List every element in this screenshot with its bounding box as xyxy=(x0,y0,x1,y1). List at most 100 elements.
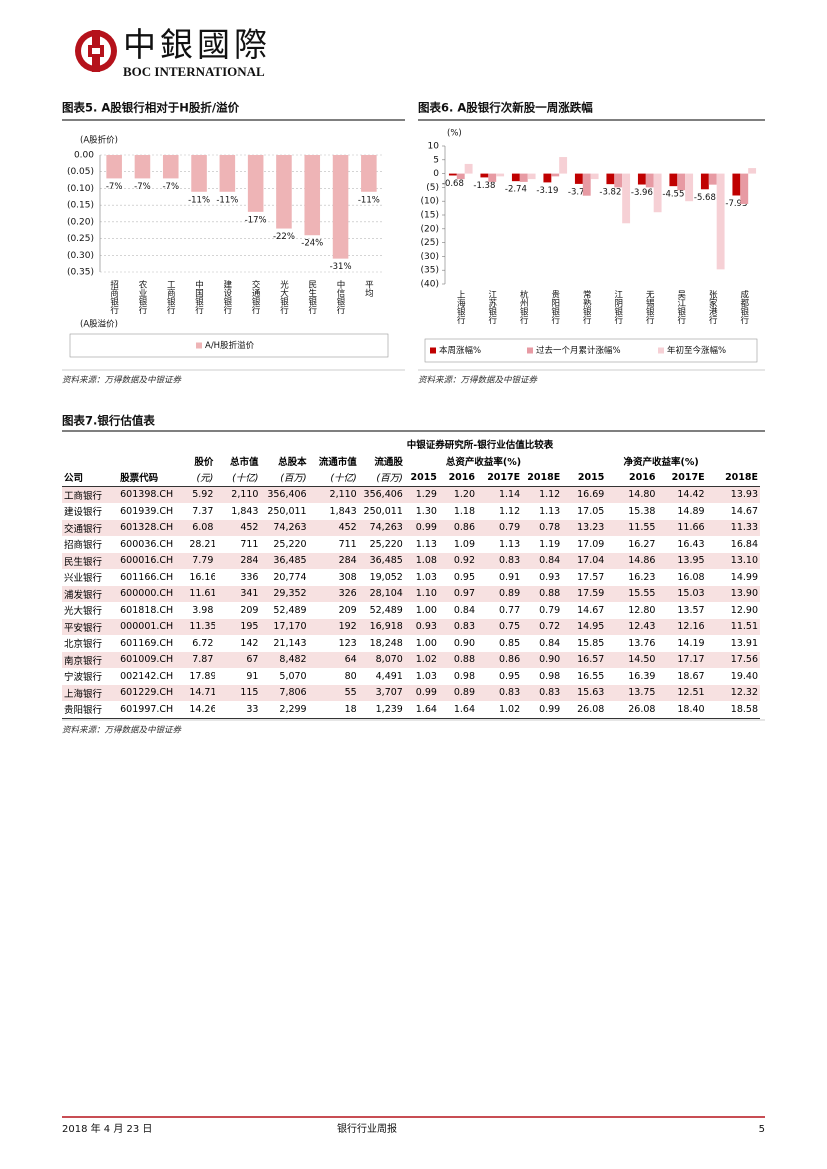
table-cell: 15.63 xyxy=(562,684,607,701)
bar xyxy=(606,173,615,185)
bar xyxy=(622,173,631,224)
table-cell: 19.40 xyxy=(730,670,758,682)
y-tick-label: (0.10) xyxy=(67,184,94,194)
table-cell: 18.67 xyxy=(677,670,705,682)
table-cell: 2,299 xyxy=(260,701,309,719)
table-cell: 0.95 xyxy=(498,670,521,682)
table-cell: 80 xyxy=(344,670,357,682)
table-cell: 0.75 xyxy=(477,618,523,635)
table-cell: 1.12 xyxy=(498,505,521,517)
x-tick-label: 贵阳银行 xyxy=(550,289,560,325)
table-cell: 52,489 xyxy=(369,604,403,616)
table-cell: 14.67 xyxy=(730,505,758,517)
table-cell: 6.08 xyxy=(187,519,216,536)
bar xyxy=(708,173,717,185)
y-tick-label: (0.35) xyxy=(67,268,94,278)
bar xyxy=(748,168,757,174)
table-cell: 1.09 xyxy=(453,538,476,550)
x-tick-label: 成都银行 xyxy=(739,289,749,325)
y-tick-label: (5) xyxy=(426,183,439,193)
table-row: 贵阳银行 601997.CH 14.26 33 2,299 18 1,239 1.64 1.64… xyxy=(62,701,760,719)
table-cell: 8,070 xyxy=(358,651,405,668)
table-cell: 17.89 xyxy=(189,670,216,682)
table-cell: 195 xyxy=(215,618,261,635)
table-row: 交通银行 601328.CH 6.08 452 74,263 452 74,263 0.99 0… xyxy=(62,519,760,536)
column-header: 2015 xyxy=(562,469,607,487)
bar xyxy=(669,173,678,187)
footer-page: 5 xyxy=(759,1124,765,1135)
x-tick-label: 中信银行 xyxy=(335,279,345,315)
y-tick-label: 5 xyxy=(433,155,439,165)
table-cell: 284 xyxy=(215,552,261,569)
table-cell: 0.83 xyxy=(477,552,523,569)
table-cell: 11.33 xyxy=(706,519,760,536)
table-cell: 12.90 xyxy=(730,604,758,616)
legend-label: 过去一个月累计涨幅% xyxy=(536,345,621,356)
table-cell: 250,011 xyxy=(267,505,307,517)
table-cell: 12.16 xyxy=(657,618,707,635)
table-cell: 17.09 xyxy=(577,538,605,550)
table-cell: 18,248 xyxy=(369,637,403,649)
bar xyxy=(677,173,686,191)
table-cell: 1.12 xyxy=(522,486,563,503)
valuation-table: 中银证券研究所-银行业估值比较表 股价 总市值 总股本 流通市值 流通股 总资产收益率(%)… xyxy=(62,436,760,719)
table-row: 南京银行 601009.CH 7.87 67 8,482 64 8,070 1.02 0.88 0… xyxy=(62,651,760,668)
table-cell: 601328.CH xyxy=(118,519,188,536)
table-row: 浦发银行 600000.CH 11.61 341 29,352 326 28,104 1.10… xyxy=(62,585,760,602)
table-row: 公司 股票代码 (元) (十亿) (百万) (十亿) (百万) 2015 2016 2017E 20… xyxy=(62,469,760,487)
table-cell: 14.19 xyxy=(677,637,705,649)
table-cell: 5.92 xyxy=(187,486,216,503)
bar xyxy=(645,173,654,188)
table-cell: 14.86 xyxy=(606,552,658,569)
table-cell: 1.29 xyxy=(404,486,439,503)
table-cell: 14.42 xyxy=(657,486,707,503)
table-cell: 2,110 xyxy=(308,486,359,503)
data-label: -3.19 xyxy=(536,186,558,196)
table-cell: 33 xyxy=(215,701,261,719)
x-tick-label: 江阴银行 xyxy=(613,290,623,325)
table-cell: 601009.CH xyxy=(118,651,188,668)
table-cell: 209 xyxy=(338,604,357,616)
x-tick-label: 光大银行 xyxy=(278,279,288,315)
legend-box xyxy=(69,333,389,358)
table-cell: 14.50 xyxy=(606,651,658,668)
table-cell: 0.83 xyxy=(438,618,478,635)
table-cell: 601229.CH xyxy=(118,684,188,701)
data-label: -7.93 xyxy=(725,199,747,209)
y-tick-label: (10) xyxy=(421,197,439,207)
table-cell: 711 xyxy=(240,538,259,550)
data-label: -4.55 xyxy=(662,190,684,200)
footer-date: 2018 年 4 月 23 日 xyxy=(62,1122,152,1135)
bar xyxy=(219,155,236,192)
table-cell: 16.16 xyxy=(189,571,216,583)
bar xyxy=(511,173,520,182)
table-cell: 11.55 xyxy=(606,519,658,536)
table-cell: 55 xyxy=(308,684,359,701)
table-cell: 000001.CH xyxy=(118,618,188,635)
column-header: 股价 xyxy=(194,456,214,468)
bar xyxy=(304,155,321,236)
table-cell: 0.86 xyxy=(477,651,523,668)
data-label: -7% xyxy=(162,182,179,192)
table-cell: 356,406 xyxy=(358,486,405,503)
bar xyxy=(496,173,505,177)
table-row: 兴业银行 601166.CH 16.16 336 20,774 308 19,052 1.03… xyxy=(62,569,760,586)
y-axis-label: (%) xyxy=(447,129,462,139)
table-cell: 12.43 xyxy=(606,618,658,635)
table-cell: 12.80 xyxy=(628,604,656,616)
x-tick-label: 张家港行 xyxy=(707,290,717,325)
bar xyxy=(590,173,599,180)
table-title: 中银证券研究所-银行业估值比较表 xyxy=(406,440,554,452)
table-cell: 7.37 xyxy=(192,505,214,517)
table-cell: 1.00 xyxy=(415,604,437,616)
column-header: 总市值 xyxy=(229,456,259,468)
table-cell: 1,843 xyxy=(231,505,259,517)
bar xyxy=(527,173,536,180)
bar xyxy=(740,173,749,204)
data-label: -3.82 xyxy=(599,188,621,198)
table-cell: 0.83 xyxy=(522,684,563,701)
table-cell: 17.04 xyxy=(562,552,607,569)
table-cell: 14.95 xyxy=(562,618,607,635)
company-name: 南京银行 xyxy=(62,651,119,668)
